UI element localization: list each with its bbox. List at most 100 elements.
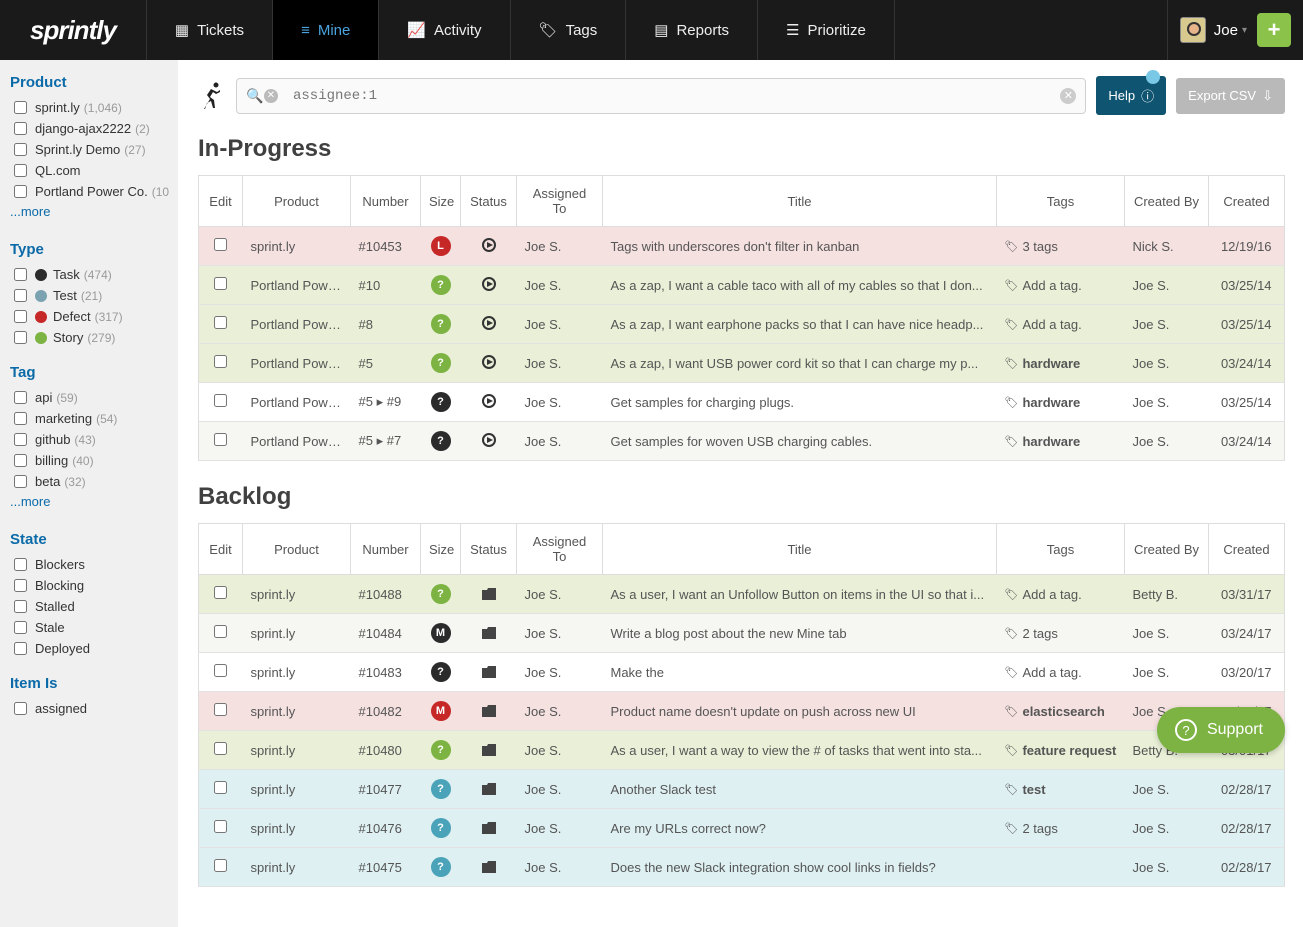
cell-tags[interactable]: 🏷test: [1005, 782, 1117, 797]
filter-item[interactable]: django-ajax2222 (2): [0, 118, 178, 139]
size-badge[interactable]: M: [431, 701, 451, 721]
filter-item[interactable]: Story (279): [0, 327, 178, 348]
column-header[interactable]: Created By: [1125, 176, 1209, 227]
filter-item[interactable]: github (43): [0, 429, 178, 450]
table-row[interactable]: sprint.ly#10484MJoe S.Write a blog post …: [199, 614, 1285, 653]
filter-item[interactable]: assigned: [0, 698, 178, 719]
filter-checkbox[interactable]: [14, 185, 27, 198]
cell-tags[interactable]: 🏷2 tags: [1005, 821, 1117, 836]
column-header[interactable]: Status: [461, 176, 517, 227]
cell-title[interactable]: Make the: [603, 653, 997, 692]
nav-tags[interactable]: 🏷Tags: [510, 0, 626, 60]
filter-checkbox[interactable]: [14, 164, 27, 177]
play-icon[interactable]: [481, 276, 497, 292]
column-header[interactable]: Product: [243, 176, 351, 227]
cell-tags[interactable]: 🏷3 tags: [1005, 239, 1117, 254]
filter-checkbox[interactable]: [14, 122, 27, 135]
folder-icon[interactable]: [481, 586, 497, 602]
row-checkbox[interactable]: [214, 433, 227, 446]
cell-tags[interactable]: 🏷Add a tag.: [1005, 317, 1117, 332]
cell-tags[interactable]: 🏷elasticsearch: [1005, 704, 1117, 719]
row-checkbox[interactable]: [214, 277, 227, 290]
table-row[interactable]: sprint.ly#10488?Joe S.As a user, I want …: [199, 575, 1285, 614]
filter-checkbox[interactable]: [14, 600, 27, 613]
folder-icon[interactable]: [481, 859, 497, 875]
column-header[interactable]: Title: [603, 176, 997, 227]
row-checkbox[interactable]: [214, 625, 227, 638]
filter-item[interactable]: Sprint.ly Demo (27): [0, 139, 178, 160]
table-row[interactable]: sprint.ly#10453LJoe S.Tags with undersco…: [199, 227, 1285, 266]
row-checkbox[interactable]: [214, 703, 227, 716]
table-row[interactable]: Portland Power Co.#8?Joe S.As a zap, I w…: [199, 305, 1285, 344]
folder-icon[interactable]: [481, 703, 497, 719]
user-menu[interactable]: Joe ▾ +: [1167, 0, 1303, 60]
filter-item[interactable]: beta (32): [0, 471, 178, 492]
filter-item[interactable]: Portland Power Co. (10: [0, 181, 178, 202]
filter-item[interactable]: Defect (317): [0, 306, 178, 327]
filter-checkbox[interactable]: [14, 454, 27, 467]
folder-icon[interactable]: [481, 781, 497, 797]
cell-title[interactable]: Does the new Slack integration show cool…: [603, 848, 997, 887]
row-checkbox[interactable]: [214, 355, 227, 368]
cell-title[interactable]: As a user, I want a way to view the # of…: [603, 731, 997, 770]
size-badge[interactable]: ?: [431, 431, 451, 451]
row-checkbox[interactable]: [214, 394, 227, 407]
table-row[interactable]: sprint.ly#10475?Joe S.Does the new Slack…: [199, 848, 1285, 887]
filter-item[interactable]: api (59): [0, 387, 178, 408]
nav-prioritize[interactable]: ☰Prioritize: [757, 0, 894, 60]
search-input[interactable]: [236, 78, 1086, 114]
table-row[interactable]: sprint.ly#10476?Joe S.Are my URLs correc…: [199, 809, 1285, 848]
size-badge[interactable]: ?: [431, 392, 451, 412]
row-checkbox[interactable]: [214, 820, 227, 833]
folder-icon[interactable]: [481, 820, 497, 836]
table-row[interactable]: sprint.ly#10482MJoe S.Product name doesn…: [199, 692, 1285, 731]
row-checkbox[interactable]: [214, 664, 227, 677]
filter-checkbox[interactable]: [14, 642, 27, 655]
size-badge[interactable]: ?: [431, 740, 451, 760]
column-header[interactable]: Edit: [199, 176, 243, 227]
table-row[interactable]: sprint.ly#10477?Joe S.Another Slack test…: [199, 770, 1285, 809]
size-badge[interactable]: M: [431, 623, 451, 643]
size-badge[interactable]: ?: [431, 662, 451, 682]
support-button[interactable]: ? Support: [1157, 707, 1285, 753]
nav-reports[interactable]: ▤Reports: [625, 0, 757, 60]
column-header[interactable]: Edit: [199, 524, 243, 575]
column-header[interactable]: Created: [1209, 524, 1285, 575]
folder-icon[interactable]: [481, 742, 497, 758]
column-header[interactable]: Product: [243, 524, 351, 575]
column-header[interactable]: Status: [461, 524, 517, 575]
table-row[interactable]: Portland Power Co.#5?Joe S.As a zap, I w…: [199, 344, 1285, 383]
chip-clear-icon[interactable]: ✕: [264, 89, 278, 103]
filter-checkbox[interactable]: [14, 433, 27, 446]
cell-title[interactable]: As a zap, I want earphone packs so that …: [603, 305, 997, 344]
size-badge[interactable]: ?: [431, 857, 451, 877]
filter-item[interactable]: marketing (54): [0, 408, 178, 429]
cell-tags[interactable]: 🏷feature request: [1005, 743, 1117, 758]
cell-title[interactable]: Another Slack test: [603, 770, 997, 809]
cell-title[interactable]: Are my URLs correct now?: [603, 809, 997, 848]
cell-tags[interactable]: 🏷Add a tag.: [1005, 278, 1117, 293]
export-button[interactable]: Export CSV ⇩: [1176, 78, 1285, 114]
column-header[interactable]: Assigned To: [517, 176, 603, 227]
filter-item[interactable]: Blockers: [0, 554, 178, 575]
folder-icon[interactable]: [481, 625, 497, 641]
play-icon[interactable]: [481, 237, 497, 253]
table-row[interactable]: sprint.ly#10483?Joe S.Make the🏷Add a tag…: [199, 653, 1285, 692]
row-checkbox[interactable]: [214, 781, 227, 794]
size-badge[interactable]: L: [431, 236, 451, 256]
column-header[interactable]: Created By: [1125, 524, 1209, 575]
play-icon[interactable]: [481, 354, 497, 370]
filter-item[interactable]: Test (21): [0, 285, 178, 306]
filter-checkbox[interactable]: [14, 310, 27, 323]
more-product[interactable]: ...more: [0, 202, 178, 225]
filter-checkbox[interactable]: [14, 101, 27, 114]
column-header[interactable]: Tags: [997, 176, 1125, 227]
column-header[interactable]: Number: [351, 524, 421, 575]
table-row[interactable]: Portland Power Co.#5 ▸ #7?Joe S.Get samp…: [199, 422, 1285, 461]
table-row[interactable]: sprint.ly#10480?Joe S.As a user, I want …: [199, 731, 1285, 770]
filter-checkbox[interactable]: [14, 621, 27, 634]
filter-checkbox[interactable]: [14, 268, 27, 281]
filter-item[interactable]: Deployed: [0, 638, 178, 659]
filter-item[interactable]: sprint.ly (1,046): [0, 97, 178, 118]
nav-tickets[interactable]: ▦Tickets: [146, 0, 272, 60]
